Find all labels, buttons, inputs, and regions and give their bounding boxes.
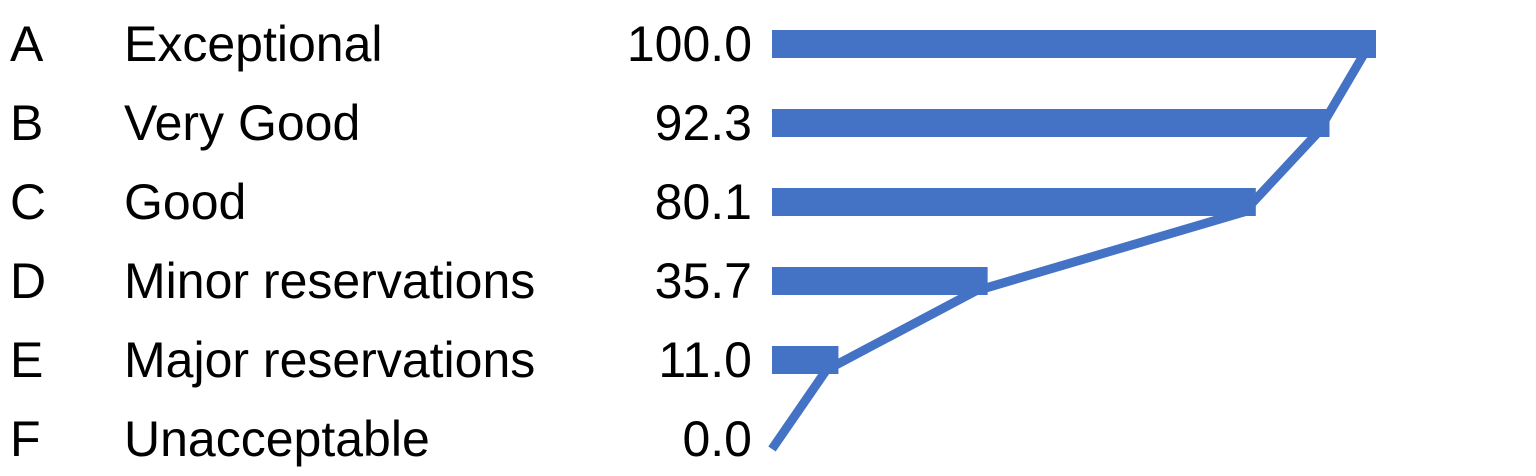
bar-d: [772, 267, 988, 295]
bar-b: [772, 109, 1330, 137]
value-label: 35.7: [655, 253, 752, 309]
grade-label: B: [10, 95, 43, 151]
category-label: Minor reservations: [124, 253, 535, 309]
bar-c: [772, 188, 1256, 216]
category-label: Exceptional: [124, 16, 383, 72]
category-label: Good: [124, 174, 246, 230]
bar-a: [772, 30, 1376, 58]
category-label: Major reservations: [124, 332, 535, 388]
value-labels: 100.0 92.3 80.1 35.7 11.0 0.0: [627, 16, 752, 467]
grade-label: A: [10, 16, 44, 72]
bars: [772, 30, 1376, 374]
value-label: 0.0: [682, 411, 752, 467]
category-labels: Exceptional Very Good Good Minor reservatio…: [124, 16, 535, 467]
value-label: 100.0: [627, 16, 752, 72]
category-label: Unacceptable: [124, 411, 430, 467]
trend-line: [768, 51, 1368, 452]
grade-label: E: [10, 332, 43, 388]
grade-label: F: [10, 411, 41, 467]
grade-label: D: [10, 253, 46, 309]
grade-label: C: [10, 174, 46, 230]
category-label: Very Good: [124, 95, 360, 151]
value-label: 80.1: [655, 174, 752, 230]
trend-line-layer: [768, 51, 1368, 452]
value-label: 92.3: [655, 95, 752, 151]
value-label: 11.0: [658, 332, 752, 388]
